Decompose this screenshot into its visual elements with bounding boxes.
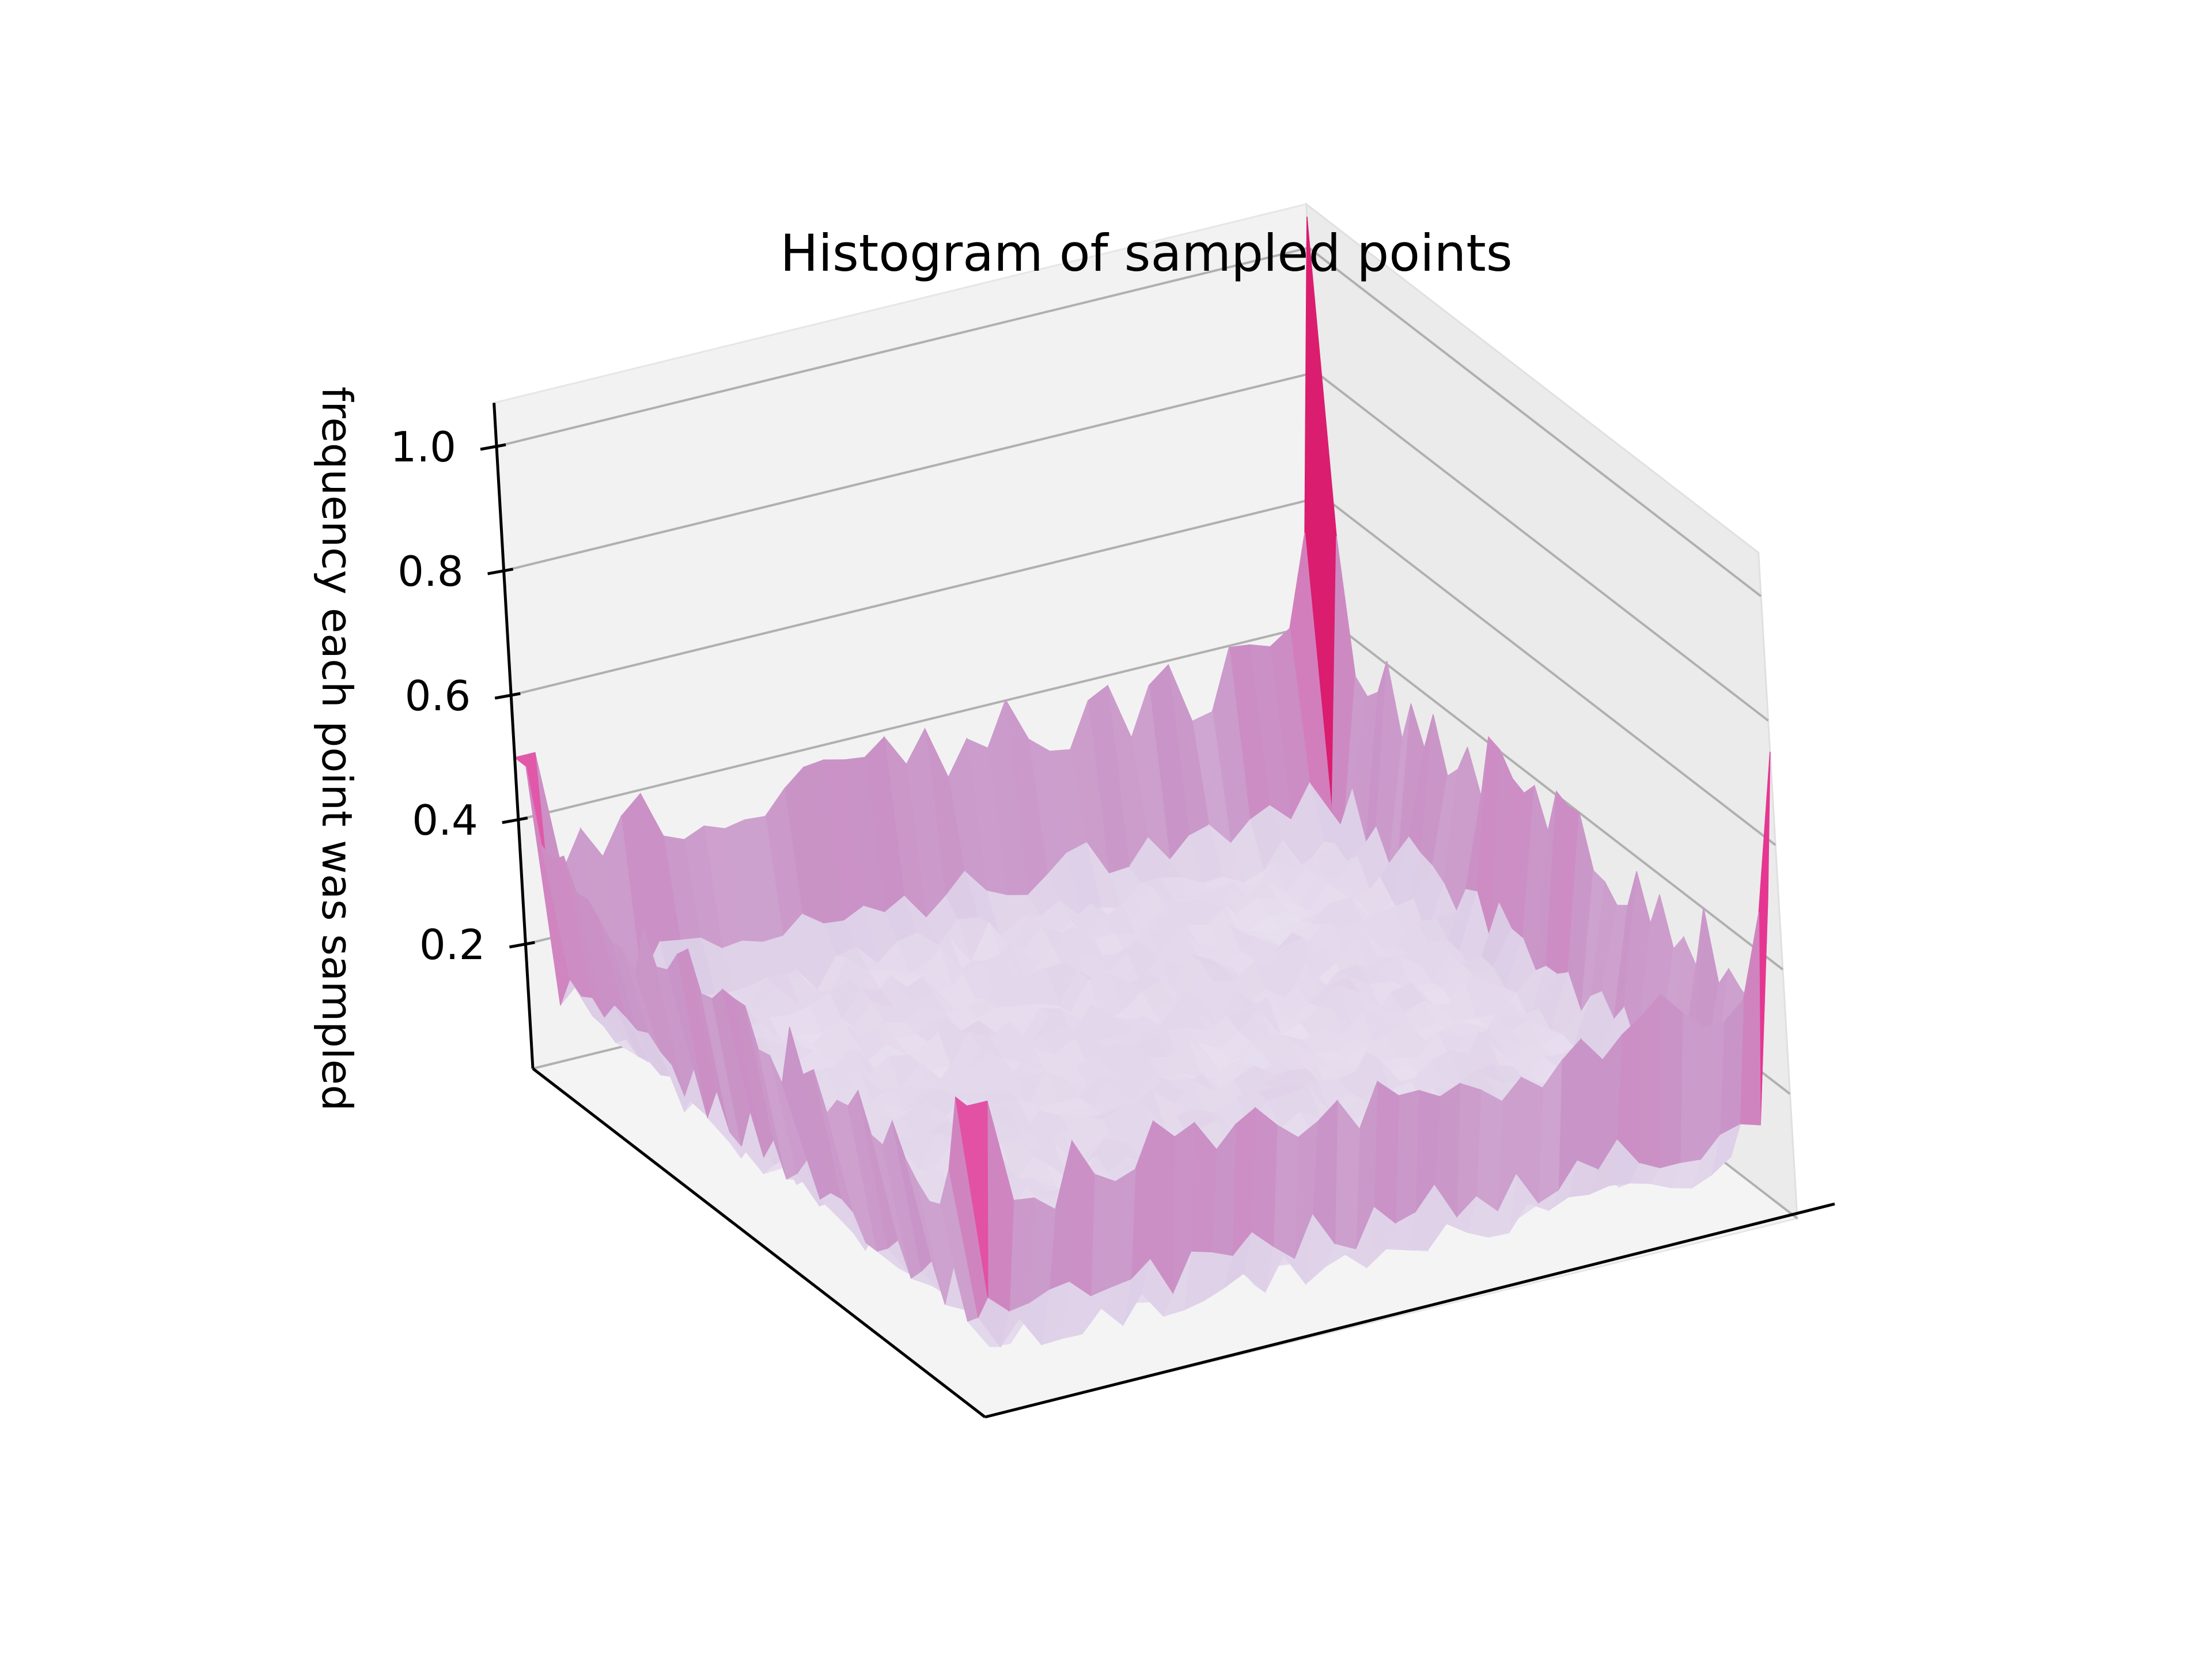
surface-mesh bbox=[513, 216, 1771, 1348]
z-tick-1 bbox=[502, 816, 528, 824]
z-tick-label-4: 1.0 bbox=[390, 423, 456, 471]
x-axis-line bbox=[532, 1067, 986, 1418]
surface-cell bbox=[1638, 993, 1661, 1169]
z-tick-label-0: 0.2 bbox=[419, 921, 486, 969]
z-tick-0 bbox=[509, 941, 535, 949]
z-tick-label-2: 0.6 bbox=[405, 672, 471, 720]
surface-cell bbox=[1251, 1107, 1278, 1247]
surface-cell bbox=[1395, 1090, 1420, 1224]
surface-cell bbox=[1373, 1081, 1400, 1224]
z-axis-line bbox=[493, 403, 535, 1069]
chart-title: Histogram of sampled points bbox=[780, 224, 1512, 283]
z-axis-label: frequency each point was sampled bbox=[313, 387, 361, 1111]
z-tick-2 bbox=[494, 692, 521, 700]
surface-cell bbox=[1272, 1124, 1299, 1259]
z-ticks: 0.2 0.4 0.6 0.8 1.0 bbox=[390, 423, 535, 969]
z-tick-label-3: 0.8 bbox=[397, 547, 464, 596]
surface-cell bbox=[1680, 1012, 1705, 1164]
axis-lines bbox=[493, 403, 1835, 1419]
y-axis-line bbox=[984, 1202, 1835, 1419]
surface-cell bbox=[1577, 1038, 1603, 1170]
z-tick-4 bbox=[480, 443, 506, 451]
z-tick-label-1: 0.4 bbox=[412, 796, 478, 844]
surface-cell bbox=[955, 1096, 988, 1297]
surface-cell bbox=[1659, 993, 1683, 1169]
z-tick-3 bbox=[487, 567, 514, 575]
